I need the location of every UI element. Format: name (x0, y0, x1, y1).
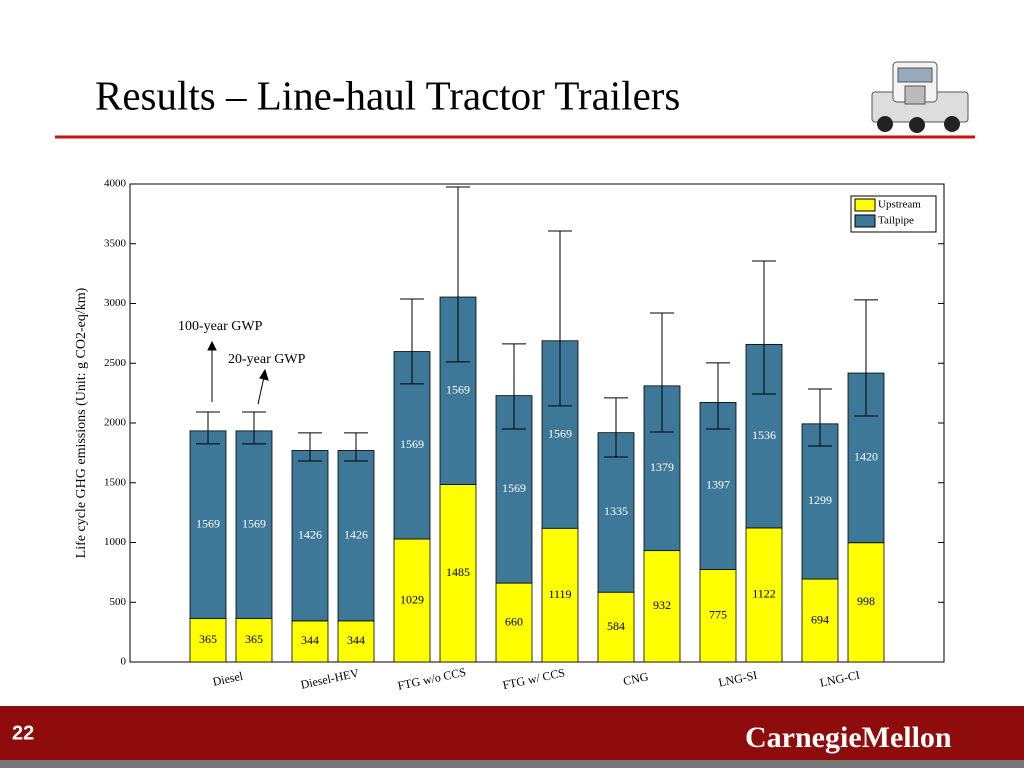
bar-segment (643, 550, 681, 663)
bar-segment (235, 430, 273, 619)
x-tick-label: FTG w/ CCS (501, 665, 566, 692)
y-tick-label: 1000 (104, 536, 127, 548)
value-label: 1536 (752, 428, 776, 442)
value-label: 1426 (344, 527, 368, 541)
bar-segment (699, 402, 737, 570)
value-label: 1420 (854, 450, 878, 464)
y-tick-label: 3500 (104, 237, 127, 249)
value-label: 344 (301, 633, 319, 647)
y-tick-label: 3000 (104, 297, 127, 309)
value-label: 1029 (400, 592, 424, 606)
value-label: 365 (199, 632, 217, 646)
annotation: 20-year GWP (228, 352, 306, 367)
error-bar (196, 411, 220, 445)
value-label: 1397 (706, 478, 730, 492)
legend-label: Tailpipe (878, 215, 914, 227)
error-bar (242, 411, 266, 445)
error-bar (400, 298, 424, 385)
value-label: 1379 (650, 460, 674, 474)
error-bar (548, 230, 572, 407)
bar-segment (189, 430, 227, 619)
value-label: 1122 (752, 587, 776, 601)
y-tick-label: 2000 (104, 417, 127, 429)
value-label: 584 (607, 619, 625, 633)
error-bar (650, 312, 674, 433)
legend-swatch (854, 198, 876, 212)
bar-segment (801, 578, 839, 663)
bar-segment (801, 423, 839, 580)
error-bar (808, 388, 832, 447)
error-bar (344, 432, 368, 462)
x-tick-label: LNG-CI (818, 668, 861, 690)
annotation-arrows (207, 340, 269, 405)
value-label: 775 (709, 607, 727, 621)
value-label: 1485 (446, 565, 470, 579)
error-bar (298, 432, 322, 462)
bar-segment (699, 568, 737, 663)
footer-band (0, 706, 1024, 760)
value-label: 932 (653, 598, 671, 612)
legend-label: Upstream (878, 199, 921, 211)
x-tick-label: FTG w/o CCS (396, 665, 467, 693)
error-bar (446, 186, 470, 363)
bar-segment (291, 620, 329, 663)
y-tick-label: 0 (121, 656, 127, 668)
x-tick-label: Diesel-HEV (299, 666, 360, 692)
value-label: 1569 (196, 516, 220, 530)
x-tick-label: CNG (622, 669, 650, 688)
value-label: 1569 (548, 426, 572, 440)
bar-segment (393, 538, 431, 663)
bar-segment (337, 620, 375, 663)
y-axis-label: Life cycle GHG emissions (Unit: g CO2-eq… (74, 287, 89, 558)
error-bar (502, 343, 526, 430)
value-label: 1119 (548, 587, 571, 601)
value-label: 998 (857, 594, 875, 608)
bar-segment (495, 582, 533, 663)
error-bar (854, 299, 878, 417)
bar-segment (745, 527, 783, 663)
slide-title: Results – Line-haul Tractor Trailers (95, 72, 680, 118)
truck-icon (871, 61, 969, 133)
legend-swatch (854, 214, 876, 228)
y-tick-label: 500 (110, 596, 127, 608)
value-label: 660 (505, 614, 523, 628)
error-bar (752, 260, 776, 395)
value-label: 1335 (604, 504, 628, 518)
bar-segment (291, 450, 329, 622)
logo-text: CarnegieMellon (745, 721, 952, 754)
value-label: 694 (811, 612, 829, 626)
value-label: 1299 (808, 493, 832, 507)
bar-segment (541, 527, 579, 663)
error-bar (706, 362, 730, 430)
bar-segment (597, 432, 635, 593)
y-tick-label: 2500 (104, 357, 127, 369)
annotation: 100-year GWP (178, 319, 263, 334)
bar-segment (189, 617, 227, 663)
bar-segment (439, 484, 477, 663)
error-bar (604, 397, 628, 458)
value-label: 1569 (400, 437, 424, 451)
y-tick-label: 4000 (104, 178, 127, 190)
value-label: 1569 (502, 481, 526, 495)
x-tick-label: LNG-SI (717, 668, 758, 690)
value-label: 1569 (242, 516, 266, 530)
footer-strip (0, 760, 1024, 768)
bar-segment (337, 450, 375, 622)
y-tick-label: 1500 (104, 476, 127, 488)
x-tick-label: Diesel (211, 669, 245, 689)
value-label: 365 (245, 632, 263, 646)
page-number: 22 (12, 722, 34, 744)
value-label: 344 (347, 633, 365, 647)
value-label: 1569 (446, 383, 470, 397)
value-label: 1426 (298, 527, 322, 541)
bar-segment (235, 617, 273, 663)
